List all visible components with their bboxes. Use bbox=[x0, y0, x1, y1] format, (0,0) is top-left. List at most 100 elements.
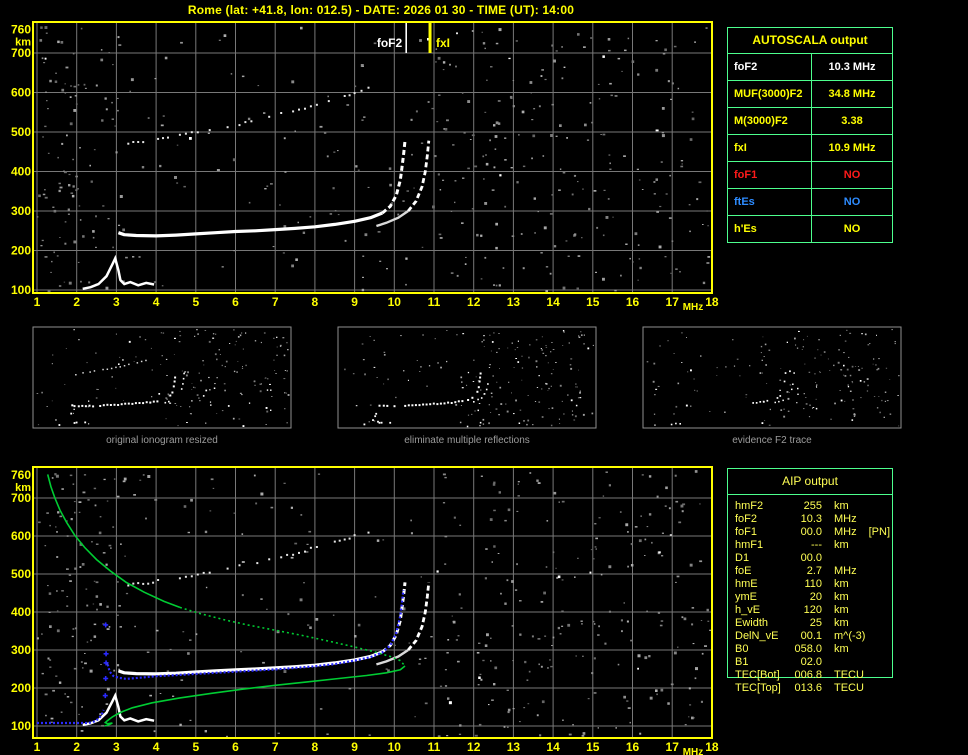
aip-value: 013.6 bbox=[794, 682, 822, 694]
autoscala-row-MUF3000F2: MUF(3000)F2 34.8 MHz bbox=[728, 81, 892, 108]
aip-row-foF2: foF2 10.3 MHz bbox=[728, 513, 892, 526]
aip-unit: km bbox=[834, 539, 849, 551]
aip-unit: m^(-3) bbox=[834, 630, 866, 642]
x-tick-label: 4 bbox=[153, 295, 160, 309]
aip-row-D1: D1 00.0 bbox=[728, 552, 892, 565]
aip-unit: MHz bbox=[834, 565, 857, 577]
x-tick-label: 7 bbox=[272, 740, 279, 754]
x-tick-label: 15 bbox=[586, 295, 600, 309]
autoscala-row-ftEs: ftEs NO bbox=[728, 189, 892, 216]
x-tick-label: 9 bbox=[351, 295, 358, 309]
aip-note: [PN] bbox=[868, 526, 891, 538]
aip-label: hmE bbox=[735, 578, 758, 590]
aip-label: foF2 bbox=[735, 513, 758, 525]
y-tick-label: 200 bbox=[11, 244, 31, 258]
aip-value: 00.0 bbox=[800, 526, 822, 538]
aip-unit: km bbox=[834, 643, 849, 655]
x-tick-label: 1 bbox=[34, 740, 41, 754]
fxi-marker-label: fxI bbox=[436, 36, 450, 50]
autoscala-row-fxI: fxI 10.9 MHz bbox=[728, 135, 892, 162]
grid-layer bbox=[33, 22, 713, 293]
y-tick-label: 700 bbox=[11, 491, 31, 505]
x-tick-label: 12 bbox=[467, 740, 481, 754]
aip-row-B1: B1 02.0 bbox=[728, 656, 892, 669]
x-tick-label: 10 bbox=[388, 740, 402, 754]
autoscala-row-value: 10.3 MHz bbox=[828, 61, 876, 73]
aip-value: 255 bbox=[803, 500, 822, 512]
x-tick-label: 2 bbox=[73, 295, 80, 309]
y-axis-unit-label: km bbox=[15, 36, 31, 48]
x-tick-label: 3 bbox=[113, 295, 120, 309]
aip-row-hmF2: hmF2 255 km bbox=[728, 500, 892, 513]
autoscala-row-foF2: foF2 10.3 MHz bbox=[728, 54, 892, 81]
aip-unit: MHz bbox=[834, 513, 857, 525]
autoscala-row-value: 10.9 MHz bbox=[828, 142, 876, 154]
x-tick-label: 13 bbox=[507, 295, 521, 309]
autoscala-row-value: NO bbox=[843, 196, 861, 208]
x-tick-label: 16 bbox=[626, 295, 640, 309]
x-tick-label: 18 bbox=[705, 740, 719, 754]
autoscala-row-value: NO bbox=[843, 169, 861, 181]
aip-unit: km bbox=[834, 500, 849, 512]
aip-output-table: AIP output hmF2 255 km foF2 10.3 MHz foF1 00.0 M… bbox=[727, 468, 893, 694]
aip-value: 00.1 bbox=[800, 630, 822, 642]
thumbnail-caption-evidence: evidence F2 trace bbox=[732, 435, 812, 446]
plot-border bbox=[32, 466, 713, 739]
y-tick-label: 700 bbox=[11, 46, 31, 60]
aip-unit: TECU bbox=[834, 682, 864, 694]
autoscala-row-foF1: foF1 NO bbox=[728, 162, 892, 189]
aip-table-rows: hmF2 255 km foF2 10.3 MHz foF1 00.0 MHz [PN] hmF1 -… bbox=[728, 495, 892, 695]
autoscala-row-label: foF1 bbox=[728, 162, 812, 188]
aip-value: 120 bbox=[803, 604, 822, 616]
aip-value: 2.7 bbox=[806, 565, 822, 577]
x-tick-label: 8 bbox=[312, 740, 319, 754]
autoscala-row-M3000F2: M(3000)F2 3.38 bbox=[728, 108, 892, 135]
aip-value: 110 bbox=[804, 578, 822, 590]
x-tick-label: 11 bbox=[428, 295, 441, 309]
aip-label: foF1 bbox=[735, 526, 758, 538]
aip-label: TEC[Bot] bbox=[735, 669, 780, 681]
aip-row-hmE: hmE 110 km bbox=[728, 578, 892, 591]
x-tick-label: 6 bbox=[232, 295, 239, 309]
aip-label: B1 bbox=[735, 656, 749, 668]
x-tick-label: 3 bbox=[113, 740, 120, 754]
y-tick-label: 300 bbox=[11, 204, 31, 218]
x-tick-label: 14 bbox=[546, 740, 560, 754]
y-tick-label: 100 bbox=[11, 283, 31, 297]
x-tick-label: 5 bbox=[192, 740, 199, 754]
x-axis-unit-label: MHz bbox=[683, 302, 704, 313]
y-tick-label: 300 bbox=[11, 643, 31, 657]
y-tick-label: 500 bbox=[11, 567, 31, 581]
aip-row-Ewidth: Ewidth 25 km bbox=[728, 617, 892, 630]
x-tick-label: 15 bbox=[586, 740, 600, 754]
aip-unit: km bbox=[834, 591, 849, 603]
aip-label: hmF2 bbox=[735, 500, 764, 512]
x-tick-label: 7 bbox=[272, 295, 279, 309]
noise-layer bbox=[36, 26, 711, 293]
y-tick-label: 200 bbox=[11, 681, 31, 695]
x-tick-label: 6 bbox=[232, 740, 239, 754]
y-tick-label: 400 bbox=[11, 605, 31, 619]
aip-label: TEC[Top] bbox=[735, 682, 781, 694]
x-tick-label: 17 bbox=[666, 295, 680, 309]
aip-value: --- bbox=[811, 539, 822, 551]
aip-label: D1 bbox=[735, 552, 750, 564]
aip-value: 25 bbox=[809, 617, 822, 629]
aip-label: Ewidth bbox=[735, 617, 769, 629]
thumbnail-evidence-f2 bbox=[642, 326, 902, 429]
grid-layer bbox=[33, 467, 713, 738]
autoscala-table-title: AUTOSCALA output bbox=[728, 28, 892, 54]
aip-label: foE bbox=[735, 565, 752, 577]
noise-layer bbox=[36, 470, 712, 738]
autoscala-row-hEs: h'Es NO bbox=[728, 216, 892, 242]
autoscala-row-label: ftEs bbox=[728, 189, 812, 215]
x-tick-label: 13 bbox=[507, 740, 521, 754]
autoscala-row-value: NO bbox=[843, 223, 861, 235]
aip-value: 00.0 bbox=[800, 552, 822, 564]
autoscala-row-label: M(3000)F2 bbox=[728, 108, 812, 134]
aip-label: B0 bbox=[735, 643, 749, 655]
density-profile-green bbox=[46, 474, 406, 727]
